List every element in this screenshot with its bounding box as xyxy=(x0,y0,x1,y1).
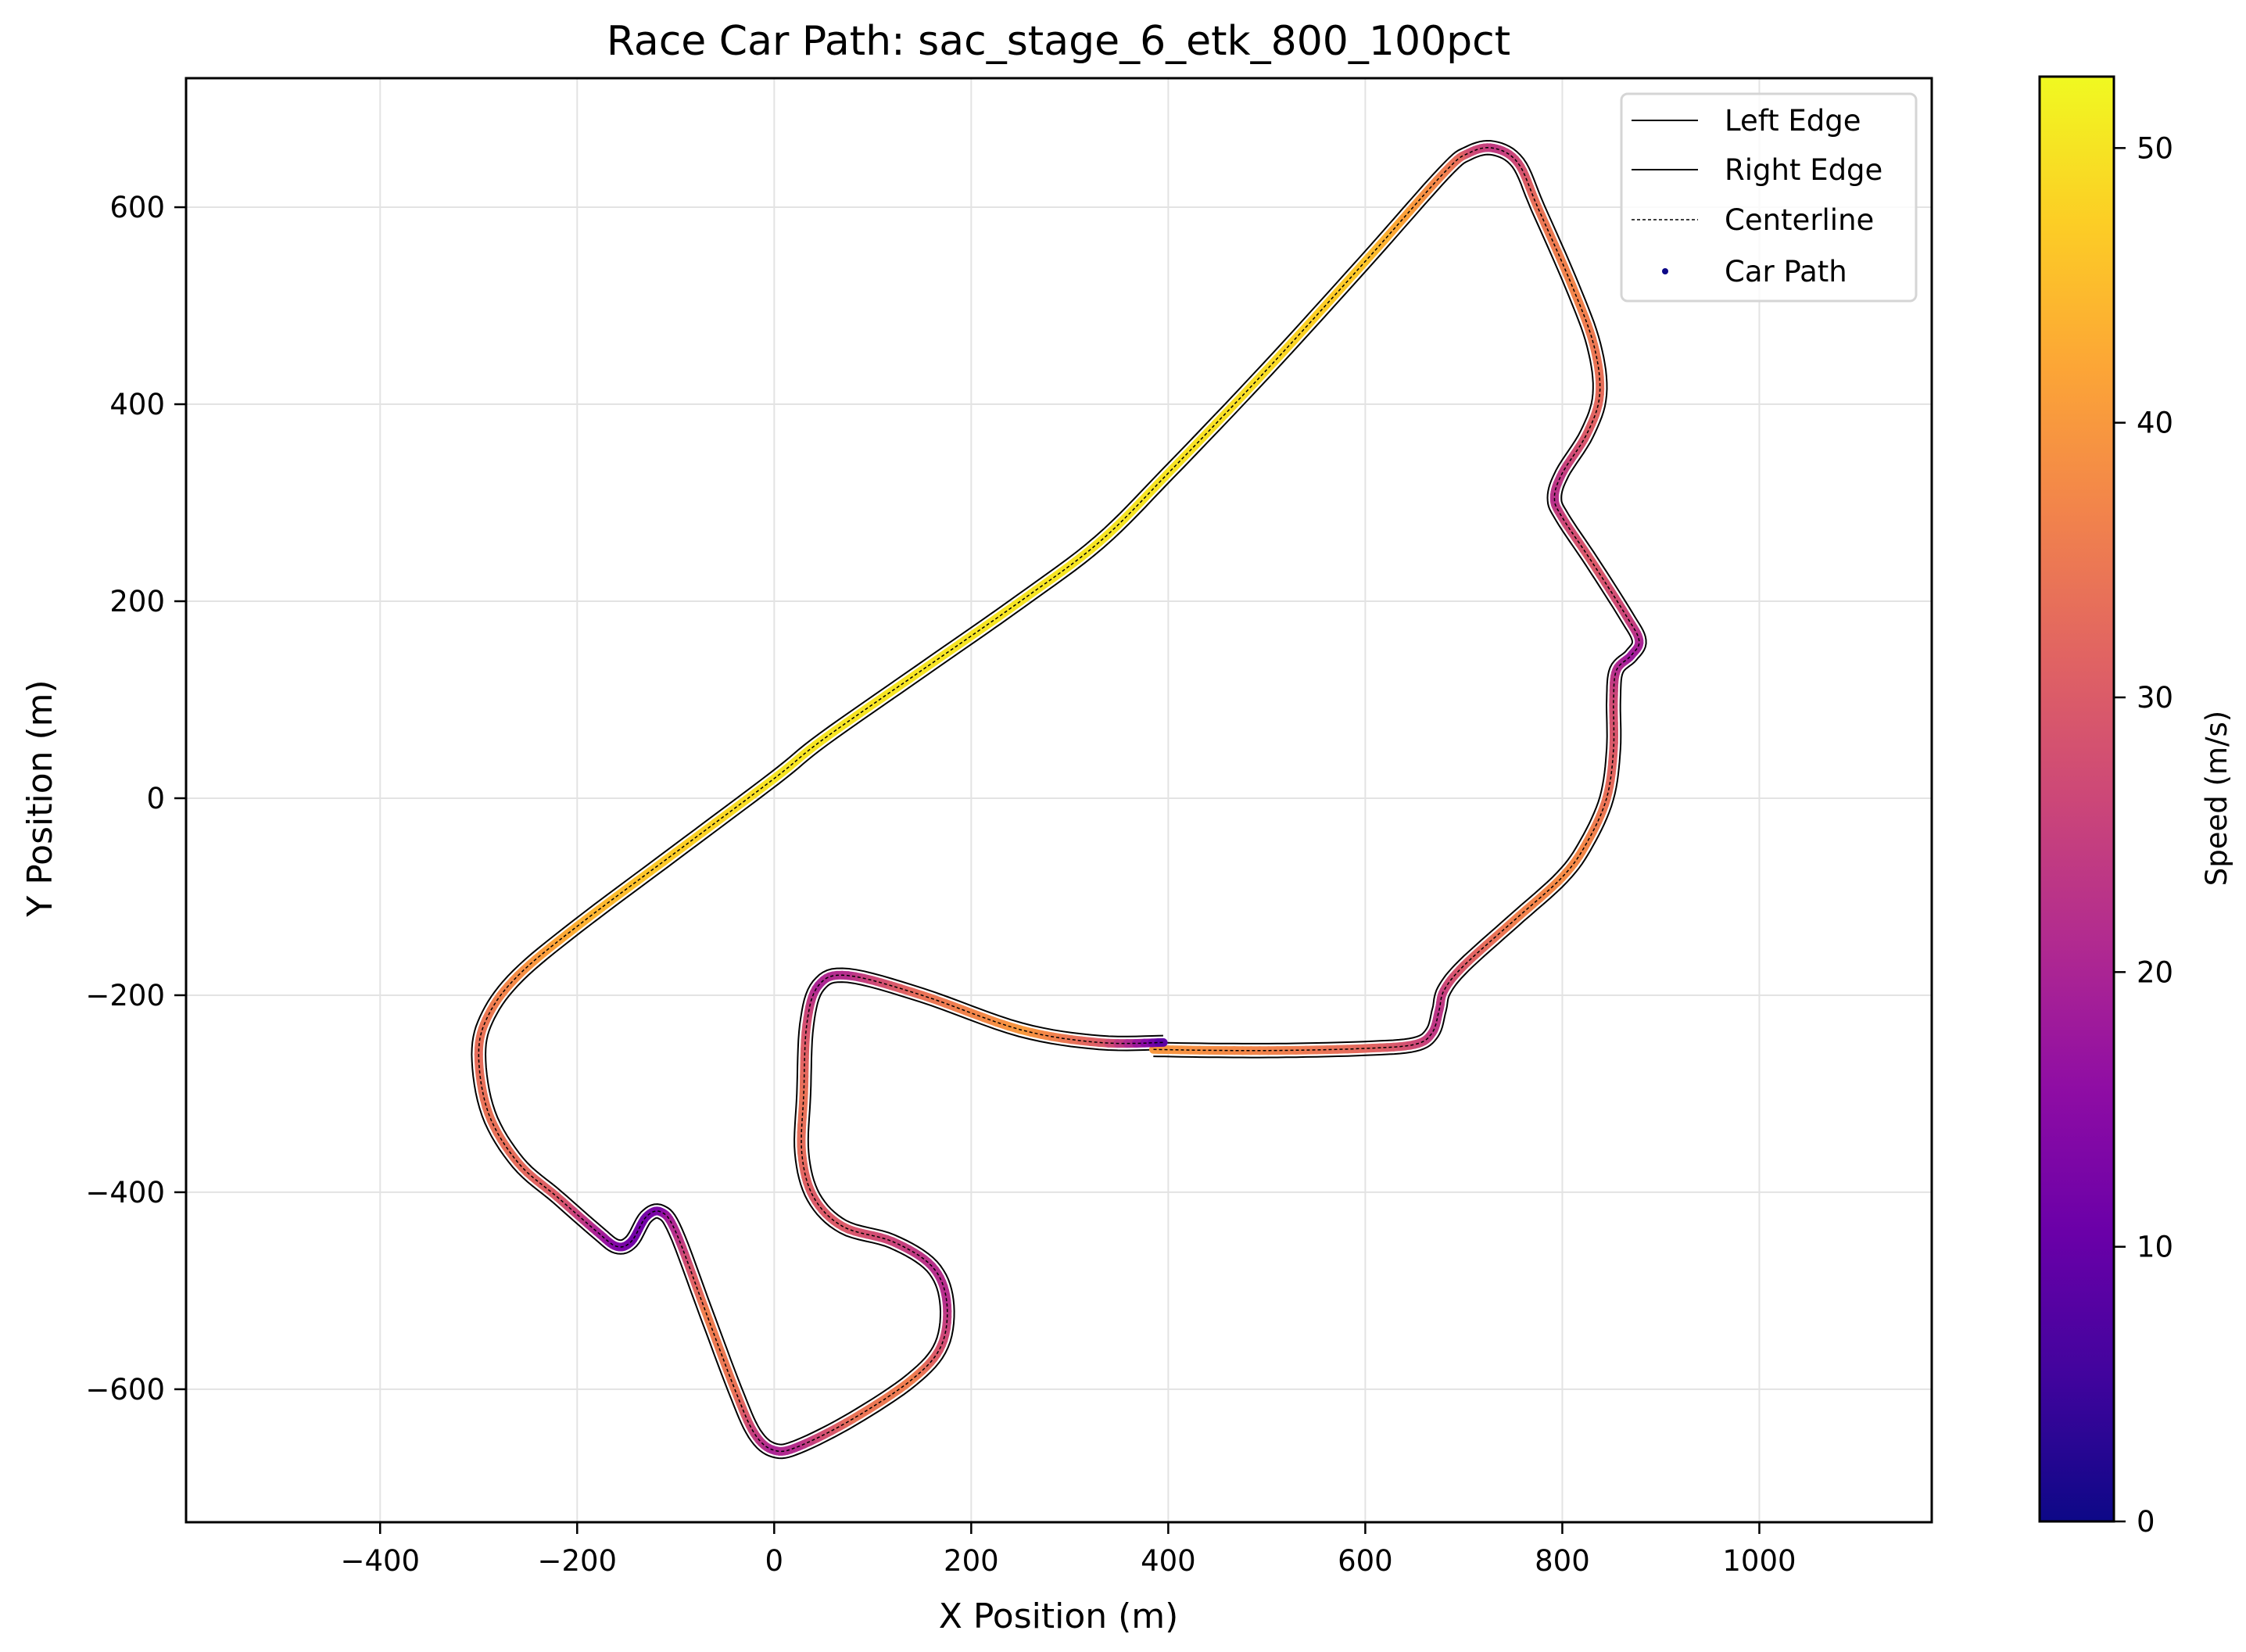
plot-frame xyxy=(184,77,1933,1524)
legend: Left Edge Right Edge Centerline Car Path xyxy=(1620,92,1918,303)
colorbar-label: Speed (m/s) xyxy=(2200,711,2233,886)
y-tick-label: 600 xyxy=(109,191,165,224)
legend-label-car-path: Car Path xyxy=(1725,255,1847,288)
legend-label-centerline: Centerline xyxy=(1725,203,1874,237)
track-edges xyxy=(471,139,1647,1460)
track-centerline xyxy=(478,147,1640,1453)
colorbar-gradient xyxy=(2038,75,2115,1523)
y-tick-label: 400 xyxy=(109,388,165,421)
y-axis-ticks: −600 −400 −200 0 200 400 600 xyxy=(85,191,186,1407)
x-tick-label: 800 xyxy=(1535,1544,1590,1578)
colorbar-tick-label: 20 xyxy=(2137,955,2173,989)
y-axis-label: Y Position (m) xyxy=(20,679,60,917)
car-path-legend-icon xyxy=(1662,268,1668,274)
centerline-path xyxy=(478,147,1640,1453)
x-axis-label: X Position (m) xyxy=(939,1596,1179,1636)
colorbar-tick-label: 0 xyxy=(2137,1505,2155,1539)
y-tick-label: −400 xyxy=(85,1176,165,1209)
colorbar-ticks: 0 10 20 30 40 50 xyxy=(2114,131,2173,1539)
legend-box xyxy=(1620,92,1918,303)
x-tick-label: −400 xyxy=(340,1544,420,1578)
legend-label-left-edge: Left Edge xyxy=(1725,104,1861,138)
y-tick-label: −600 xyxy=(85,1373,165,1407)
chart-title: Race Car Path: sac_stage_6_etk_800_100pc… xyxy=(607,18,1510,65)
y-tick-label: 200 xyxy=(109,585,165,618)
left-edge-line xyxy=(485,153,1633,1446)
colorbar-tick-label: 30 xyxy=(2137,681,2173,715)
x-tick-label: −200 xyxy=(537,1544,617,1578)
right-edge-line xyxy=(471,139,1647,1460)
y-tick-label: −200 xyxy=(85,979,165,1012)
colorbar-tick-label: 40 xyxy=(2137,407,2173,440)
y-tick-label: 0 xyxy=(146,782,165,815)
car-path-series xyxy=(474,143,1644,1456)
legend-label-right-edge: Right Edge xyxy=(1725,153,1882,187)
colorbar: 0 10 20 30 40 50 Speed (m/s) xyxy=(2038,75,2233,1539)
x-tick-label: 600 xyxy=(1338,1544,1393,1578)
x-tick-label: 0 xyxy=(765,1544,784,1578)
x-tick-label: 200 xyxy=(944,1544,999,1578)
colorbar-tick-label: 10 xyxy=(2137,1231,2173,1264)
x-tick-label: 400 xyxy=(1141,1544,1196,1578)
grid-lines xyxy=(186,78,1932,1522)
colorbar-tick-label: 50 xyxy=(2137,131,2173,165)
x-tick-label: 1000 xyxy=(1722,1544,1796,1578)
x-axis-ticks: −400 −200 0 200 400 600 800 1000 xyxy=(340,1522,1796,1578)
